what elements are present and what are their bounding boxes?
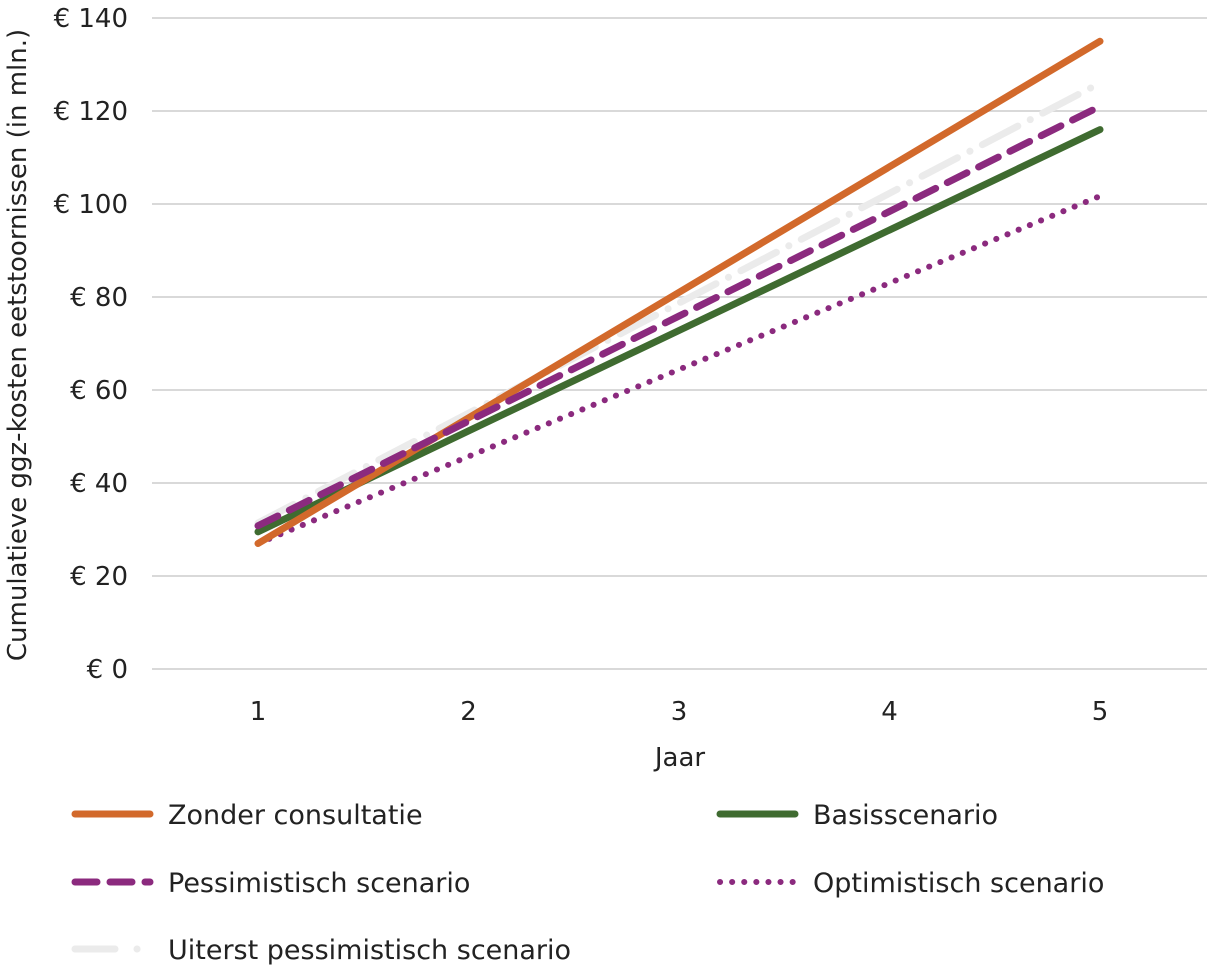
series-line-3	[255, 193, 1103, 547]
y-tick-label: € 0	[87, 655, 128, 685]
legend-item: Zonder consultatie	[71, 800, 423, 831]
y-axis-label: Cumulatieve ggz-kosten eetstoornissen (i…	[3, 29, 33, 661]
legend-label: Uiterst pessimistisch scenario	[168, 935, 571, 966]
x-tick-label: 3	[671, 697, 688, 727]
x-axis-ticks: 1 2 3 4 5	[250, 697, 1109, 727]
x-tick-label: 4	[881, 697, 898, 727]
gridlines	[152, 17, 1207, 670]
legend-item: Uiterst pessimistisch scenario	[71, 935, 571, 966]
legend: Zonder consultatie Basisscenario Pessimist…	[71, 800, 1104, 966]
y-tick-label: € 100	[54, 190, 128, 220]
legend-label: Pessimistisch scenario	[168, 868, 470, 899]
x-tick-label: 2	[460, 697, 477, 727]
series-lines	[254, 37, 1104, 547]
series-line-2	[254, 102, 1104, 530]
series-line-0	[254, 37, 1104, 547]
y-tick-label: € 80	[70, 283, 128, 313]
series-line-1	[254, 126, 1104, 536]
legend-item: Optimistisch scenario	[717, 868, 1104, 899]
series-line-4	[254, 79, 1104, 527]
y-tick-label: € 140	[54, 4, 128, 34]
legend-label: Optimistisch scenario	[813, 868, 1104, 899]
x-tick-label: 5	[1092, 697, 1109, 727]
legend-label: Basisscenario	[813, 800, 998, 831]
y-tick-label: € 20	[70, 562, 128, 592]
y-tick-label: € 40	[70, 469, 128, 499]
y-tick-label: € 120	[54, 97, 128, 127]
y-axis-ticks: € 0 € 20 € 40 € 60 € 80 € 100 € 120 € 140	[54, 4, 128, 685]
x-tick-label: 1	[250, 697, 267, 727]
legend-label: Zonder consultatie	[168, 800, 423, 831]
legend-item: Basisscenario	[716, 800, 998, 831]
x-axis-label: Jaar	[653, 743, 706, 773]
y-tick-label: € 60	[70, 376, 128, 406]
legend-item: Pessimistisch scenario	[71, 868, 470, 899]
